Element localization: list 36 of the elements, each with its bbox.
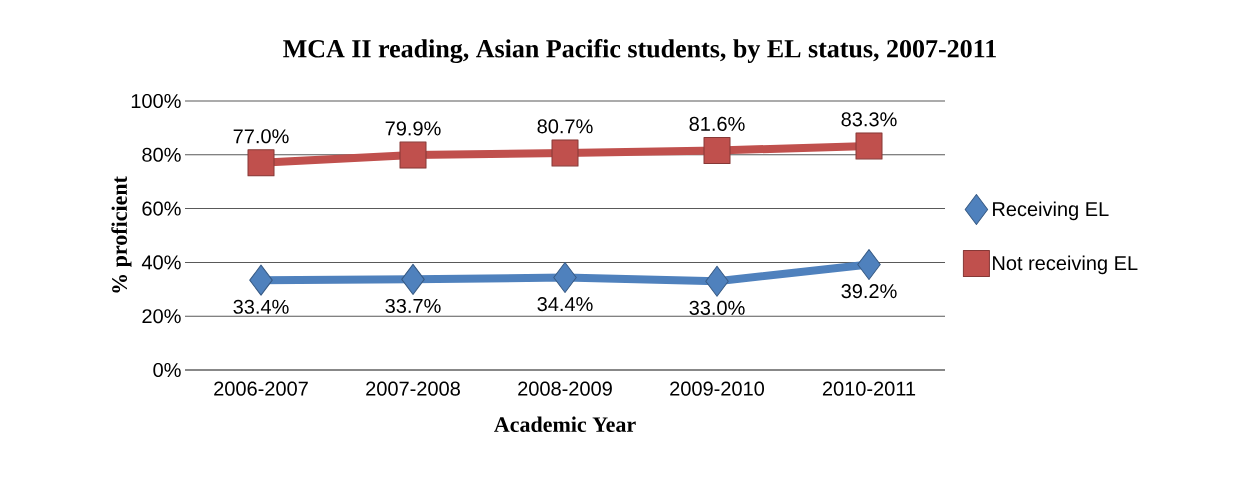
y-tick-label: 20%	[142, 309, 181, 324]
data-label: 81.6%	[689, 116, 745, 131]
point	[703, 137, 731, 164]
legend-label: Not receiving EL	[993, 255, 1138, 275]
data-label: 33.0%	[689, 300, 745, 315]
point	[249, 264, 273, 296]
x-tick-label: 2010-2011	[822, 381, 916, 396]
data-label: 33.4%	[233, 299, 289, 314]
y-tick-label: 0%	[153, 362, 181, 378]
legend-label: Receiving EL	[993, 201, 1109, 221]
point	[551, 139, 579, 167]
y-axis-title: % proficient	[111, 176, 132, 293]
point	[857, 249, 881, 281]
x-axis-title: Academic Year	[494, 416, 636, 433]
data-label: 77.0%	[233, 129, 289, 144]
x-tick-label: 2009-2010	[670, 381, 765, 396]
y-tick-label: 60%	[142, 201, 181, 216]
data-label: 79.9%	[385, 121, 441, 136]
data-label: 39.2%	[841, 284, 897, 299]
data-label: 80.7%	[537, 119, 593, 134]
data-label: 34.4%	[537, 297, 593, 312]
x-tick-label: 2007-2008	[366, 381, 460, 396]
y-tick-label: 40%	[141, 255, 181, 270]
point	[401, 263, 425, 295]
x-tick-label: 2008-2009	[518, 381, 612, 396]
data-label: 33.7%	[385, 298, 441, 314]
point	[705, 265, 729, 297]
data-label: 83.3%	[841, 112, 897, 127]
chart-title: MCA II reading, Asian Pacific students, by EL status, 2007-2011	[283, 38, 996, 64]
point	[855, 132, 883, 160]
y-tick-label: 100%	[131, 93, 181, 109]
x-tick-label: 2006-2007	[214, 381, 308, 396]
point	[399, 141, 427, 169]
point	[247, 149, 275, 177]
y-tick-label: 80%	[142, 147, 181, 162]
point	[553, 261, 577, 293]
